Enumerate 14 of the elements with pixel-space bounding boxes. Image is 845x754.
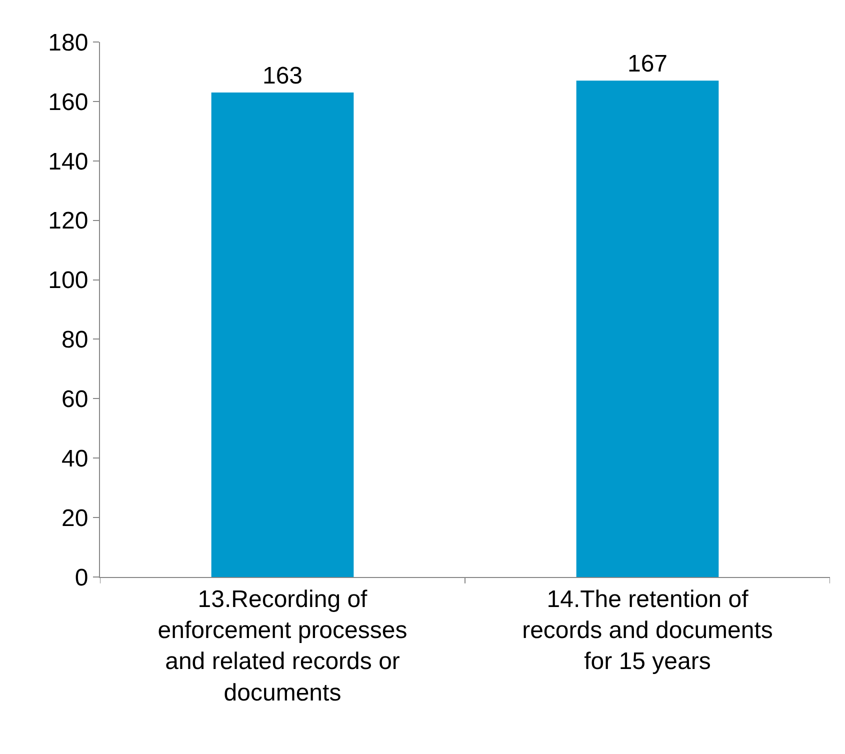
y-tick-label: 0 xyxy=(74,564,88,592)
y-tick-label: 120 xyxy=(48,208,88,235)
y-tick-label: 180 xyxy=(48,29,88,56)
data-label: 163 xyxy=(262,62,303,90)
data-label: 167 xyxy=(627,50,668,78)
y-tick-label: 100 xyxy=(48,267,88,294)
x-tick-label: 14.The retention of records and documents for 15 years xyxy=(522,586,773,676)
y-tick-label: 160 xyxy=(48,88,88,116)
y-tick-label: 140 xyxy=(48,148,88,176)
y-tick-label: 40 xyxy=(61,446,88,473)
y-tick-label: 80 xyxy=(61,326,88,354)
y-tick-label: 60 xyxy=(61,386,88,414)
y-tick-label: 20 xyxy=(61,504,88,532)
x-tick-label: 13.Recording of enforcement processes and related records or documents xyxy=(158,586,408,706)
